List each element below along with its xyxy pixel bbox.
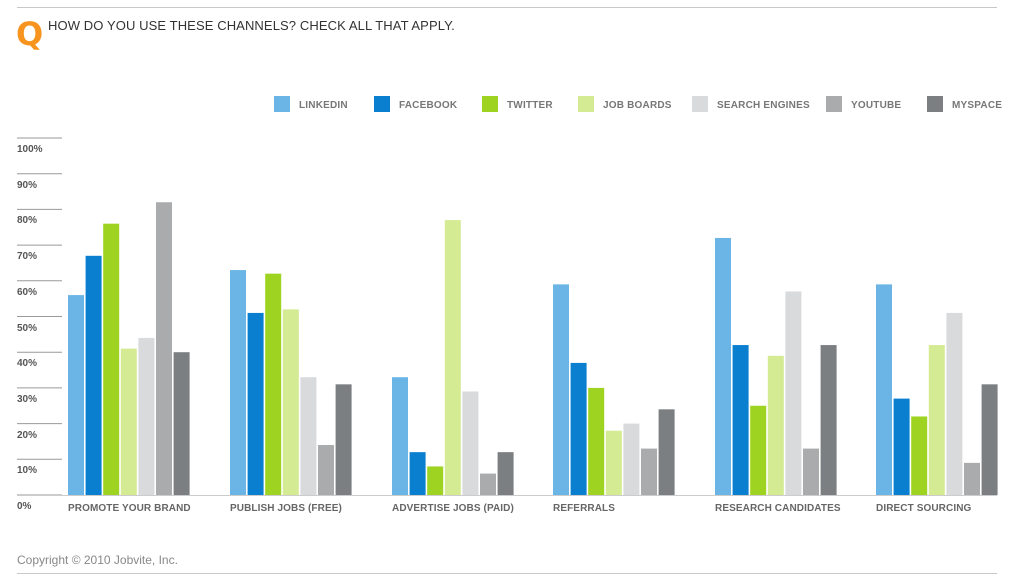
y-tick-label: 10% xyxy=(17,465,38,477)
bar-search-engines xyxy=(462,391,479,495)
bar-linkedin xyxy=(230,270,246,495)
bar-twitter xyxy=(103,223,120,495)
bar-youtube xyxy=(318,445,334,495)
legend-label: YOUTUBE xyxy=(851,100,902,111)
bar-myspace xyxy=(981,384,998,495)
bar-job-boards xyxy=(928,345,945,495)
legend-label: MYSPACE xyxy=(952,100,1003,111)
top-divider xyxy=(17,7,997,8)
legend-swatch xyxy=(692,96,708,112)
legend-label: SEARCH ENGINES xyxy=(717,100,810,111)
legend-label: JOB BOARDS xyxy=(603,100,672,111)
y-tick-label: 30% xyxy=(17,393,38,405)
bar-myspace xyxy=(335,384,352,495)
bar-twitter xyxy=(750,405,767,495)
question-title: HOW DO YOU USE THESE CHANNELS? CHECK ALL… xyxy=(48,18,455,33)
legend-swatch xyxy=(274,96,290,112)
bar-facebook xyxy=(247,312,264,495)
bar-search-engines xyxy=(138,337,155,495)
x-category-label: ADVERTISE JOBS (PAID) xyxy=(392,503,514,514)
y-tick-label: 80% xyxy=(17,215,38,227)
bar-search-engines xyxy=(946,312,963,495)
bar-myspace xyxy=(820,345,837,495)
bar-myspace xyxy=(173,352,190,495)
bar-myspace xyxy=(497,452,514,495)
legend-swatch xyxy=(374,96,390,112)
bottom-divider xyxy=(17,573,997,574)
bar-search-engines xyxy=(300,377,317,495)
bar-job-boards xyxy=(120,348,137,495)
legend-swatch xyxy=(927,96,943,112)
y-tick-label: 70% xyxy=(17,251,38,263)
legend-label: FACEBOOK xyxy=(399,100,458,111)
legend-swatch xyxy=(482,96,498,112)
bar-youtube xyxy=(803,448,819,495)
x-category-label: REFERRALS xyxy=(553,503,616,514)
bar-myspace xyxy=(658,409,675,495)
bar-youtube xyxy=(480,473,496,495)
bar-twitter xyxy=(911,416,928,495)
q-logo: Q xyxy=(16,15,44,53)
bar-twitter xyxy=(588,387,605,495)
x-category-label: PUBLISH JOBS (FREE) xyxy=(230,503,342,514)
bar-job-boards xyxy=(605,430,622,495)
bar-job-boards xyxy=(282,309,299,495)
bar-linkedin xyxy=(876,284,892,495)
y-tick-label: 60% xyxy=(17,286,38,298)
chart-legend: LINKEDIN FACEBOOK TWITTER JOB BOARDS SEARCH … xyxy=(0,96,1011,116)
bar-youtube xyxy=(964,462,980,495)
y-tick-label: 100% xyxy=(17,144,43,155)
bar-youtube xyxy=(156,202,172,495)
bar-facebook xyxy=(893,398,910,495)
legend-swatch xyxy=(578,96,594,112)
bar-linkedin xyxy=(392,377,408,495)
x-category-label: DIRECT SOURCING xyxy=(876,503,972,514)
bar-job-boards xyxy=(444,220,461,496)
bar-twitter xyxy=(427,466,444,495)
bar-facebook xyxy=(570,362,587,495)
x-category-label: RESEARCH CANDIDATES xyxy=(715,503,841,514)
legend-swatch xyxy=(826,96,842,112)
bar-facebook xyxy=(409,452,426,495)
y-tick-label: 40% xyxy=(17,358,38,370)
bar-youtube xyxy=(641,448,657,495)
y-tick-label: 0% xyxy=(17,501,32,512)
y-tick-label: 50% xyxy=(17,322,38,334)
bar-facebook xyxy=(732,345,749,495)
copyright-text: Copyright © 2010 Jobvite, Inc. xyxy=(17,553,178,567)
bar-linkedin xyxy=(553,284,569,495)
legend-label: LINKEDIN xyxy=(299,100,348,111)
bar-search-engines xyxy=(785,291,802,495)
bar-search-engines xyxy=(623,423,640,495)
y-tick-label: 20% xyxy=(17,429,38,441)
bar-job-boards xyxy=(767,355,784,495)
bar-linkedin xyxy=(715,237,731,495)
y-tick-label: 90% xyxy=(17,179,38,191)
legend-label: TWITTER xyxy=(507,100,553,111)
bar-twitter xyxy=(265,273,282,495)
bar-facebook xyxy=(85,255,102,495)
x-category-label: PROMOTE YOUR BRAND xyxy=(68,503,191,514)
bar-linkedin xyxy=(68,295,84,495)
